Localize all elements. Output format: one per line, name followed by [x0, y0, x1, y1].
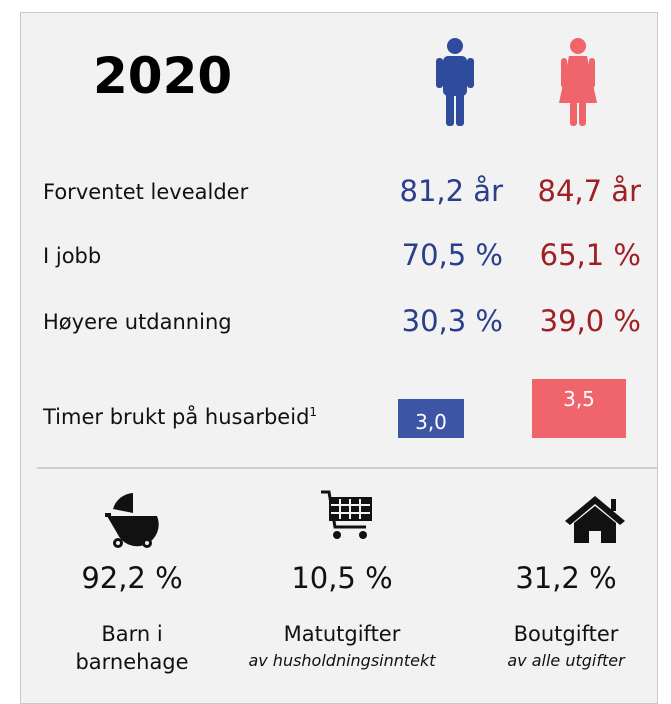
stat-sub: av husholdningsinntekt	[248, 651, 436, 670]
stat-label: Matutgifter	[283, 622, 401, 646]
housework-label-text: Timer brukt på husarbeid	[43, 405, 310, 429]
women-housework-box: 3,5	[532, 379, 626, 438]
woman-icon	[559, 38, 597, 126]
house-icon	[565, 496, 625, 543]
stat-sub: av alle utgifter	[507, 651, 625, 670]
icons	[105, 38, 625, 548]
man-icon	[436, 38, 474, 126]
row-label: I jobb	[43, 244, 102, 268]
cart-icon	[321, 490, 372, 539]
men-housework-box: 3,0	[398, 399, 464, 438]
stat-value: 31,2 %	[515, 561, 617, 595]
stat-value: 10,5 %	[291, 561, 393, 595]
men-value: 81,2 år	[399, 174, 503, 208]
panel: 2020	[20, 12, 658, 704]
women-value: 65,1 %	[539, 238, 641, 272]
women-value: 39,0 %	[539, 304, 641, 338]
stat-value: 92,2 %	[81, 561, 183, 595]
stroller-icon	[105, 493, 159, 548]
men-value: 30,3 %	[401, 304, 503, 338]
men-value: 70,5 %	[401, 238, 503, 272]
housework-label: Timer brukt på husarbeid1	[43, 405, 317, 429]
women-value: 84,7 år	[537, 174, 641, 208]
year: 2020	[93, 47, 233, 105]
row-label: Forventet levealder	[43, 180, 249, 204]
footnote-mark: 1	[309, 405, 318, 419]
stat-label: Barn i barnehage	[75, 622, 189, 674]
divider	[37, 467, 657, 469]
page: 2020	[20, 12, 658, 704]
stat-label: Boutgifter	[513, 622, 619, 646]
row-label: Høyere utdanning	[43, 310, 232, 334]
